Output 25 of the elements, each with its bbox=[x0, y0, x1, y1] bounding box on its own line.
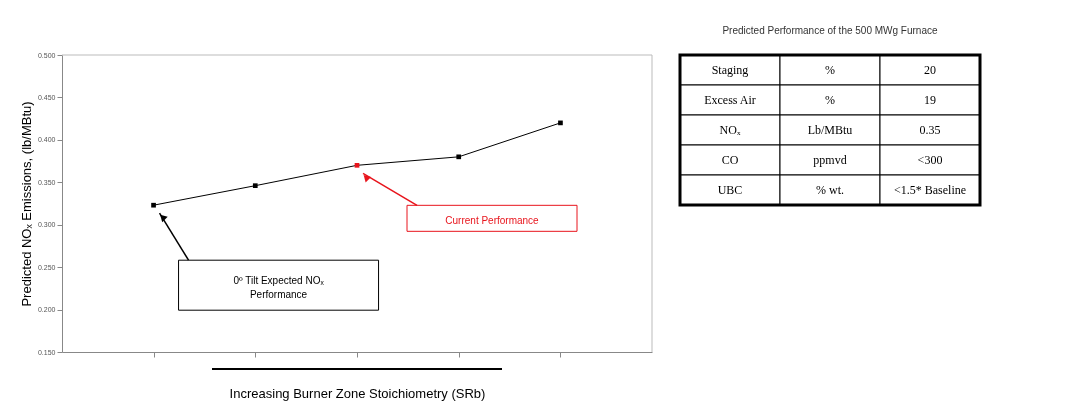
y-axis-title: Predicted NOₓ Emissions, (lb/MBtu) bbox=[18, 101, 34, 307]
text: CO bbox=[721, 153, 739, 167]
text: 20 bbox=[924, 63, 936, 77]
point bbox=[456, 154, 462, 160]
point bbox=[252, 183, 258, 189]
text: % bbox=[825, 93, 835, 107]
text: <300 bbox=[917, 153, 943, 167]
annotation: 0º Tilt Expected NOₓ Performance bbox=[233, 275, 325, 301]
text: % bbox=[825, 63, 835, 77]
text: 0.35 bbox=[919, 123, 941, 137]
annotation: Current Performance bbox=[445, 215, 540, 227]
text: <1.5* Baseline bbox=[893, 183, 967, 197]
text: Predicted Performance of the 500 MWg Furnace bbox=[722, 24, 938, 36]
text: Lb/MBtu bbox=[807, 123, 853, 137]
text: UBC bbox=[717, 183, 743, 197]
text: ppmvd bbox=[813, 153, 847, 167]
x-axis-title: Increasing Burner Zone Stoichiometry (SRb) bbox=[229, 386, 486, 401]
text: Staging bbox=[711, 63, 749, 77]
point bbox=[151, 202, 156, 208]
text: 19 bbox=[924, 93, 936, 107]
text: Excess Air bbox=[704, 93, 756, 107]
point bbox=[558, 120, 563, 126]
text: % wt. bbox=[816, 183, 844, 197]
text: NOₓ bbox=[719, 123, 741, 137]
point bbox=[354, 162, 360, 168]
